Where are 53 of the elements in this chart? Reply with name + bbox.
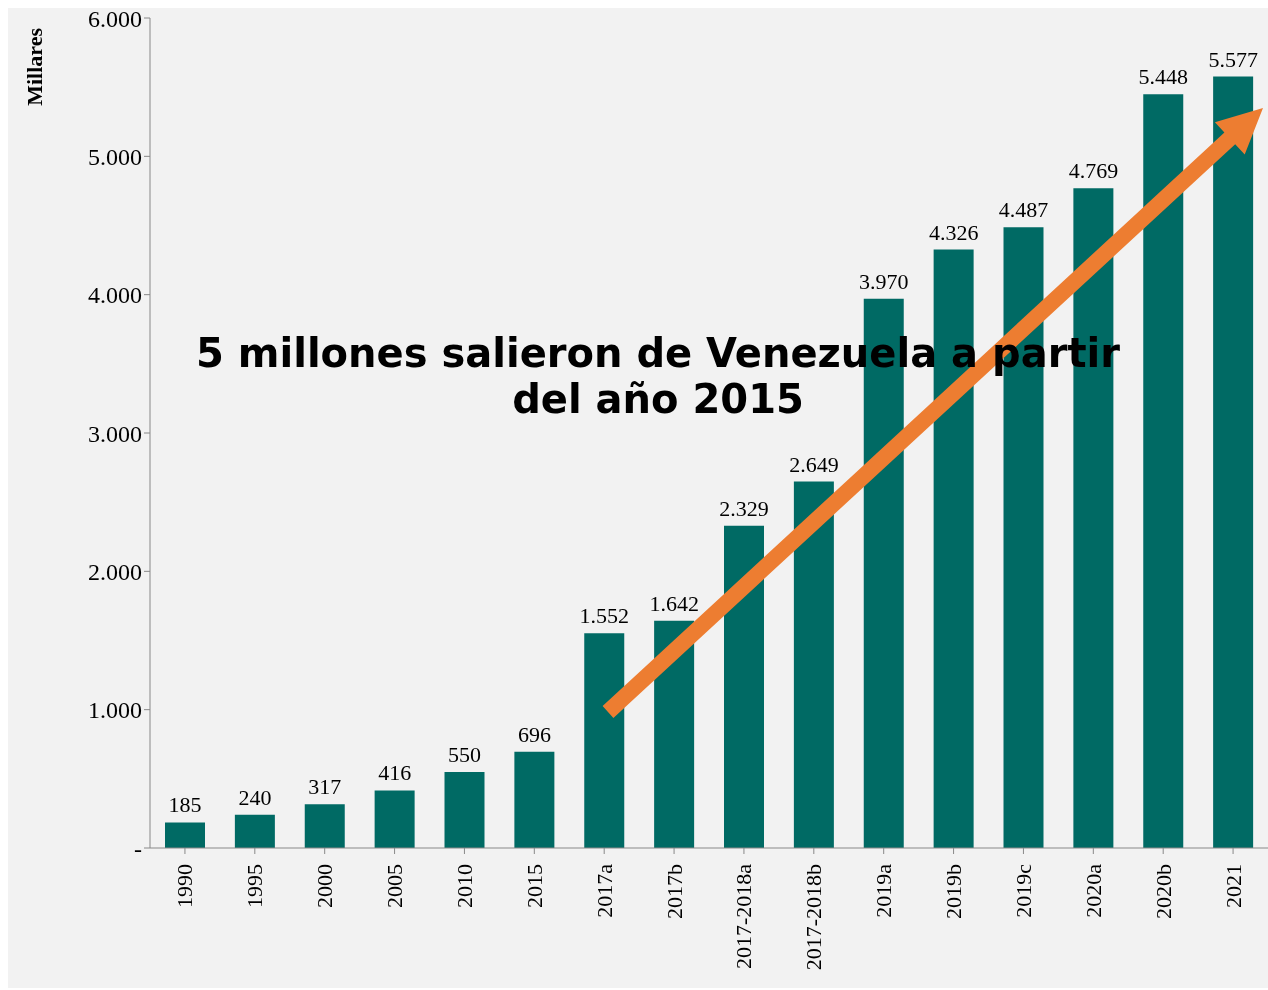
data-label: 3.970: [859, 268, 909, 294]
data-label: 2.329: [719, 495, 769, 521]
y-tick-label: 1.000: [88, 697, 142, 724]
bar: [374, 790, 415, 848]
y-tick-label: 3.000: [88, 420, 142, 447]
x-tick-label: 2000: [312, 864, 338, 908]
bar: [654, 620, 695, 848]
bar: [165, 822, 205, 848]
x-tick-label: 2005: [382, 864, 408, 908]
x-tick-label: 2019a: [871, 863, 897, 918]
data-label: 696: [517, 721, 551, 747]
bar: [1143, 94, 1184, 848]
data-label: 4.326: [928, 219, 979, 245]
data-label: 416: [378, 760, 412, 786]
bar: [933, 249, 974, 848]
bar: [304, 804, 345, 848]
x-tick-label: 2015: [521, 864, 547, 908]
data-label: 185: [168, 792, 202, 818]
data-label: 317: [308, 774, 342, 800]
x-tick-label: 1990: [172, 864, 198, 908]
bar: [444, 771, 485, 848]
x-tick-label: 2017-2018b: [801, 864, 827, 971]
x-tick-label: 1995: [242, 864, 268, 908]
x-tick-label: 2010: [451, 864, 477, 908]
data-label: 4.487: [998, 197, 1049, 223]
x-tick-label: 2017-2018a: [731, 863, 757, 970]
y-axis-title: Millares: [22, 28, 48, 106]
x-tick-label: 2020b: [1150, 864, 1176, 919]
y-tick-label: 5.000: [88, 143, 142, 170]
x-tick-label: 2017b: [661, 864, 687, 919]
bar: [234, 814, 275, 848]
bar: [1213, 76, 1254, 848]
x-tick-label: 2020a: [1080, 863, 1106, 918]
bar: [514, 751, 555, 848]
data-label: 2.649: [789, 451, 839, 477]
data-label: 5.577: [1208, 46, 1258, 72]
x-tick-label: 2019c: [1010, 863, 1036, 918]
data-label: 5.448: [1138, 64, 1188, 90]
data-label: 550: [448, 741, 481, 767]
x-tick-label: 2021: [1220, 864, 1246, 908]
y-tick-label: 4.000: [88, 282, 142, 309]
x-tick-label: 2019b: [941, 864, 967, 919]
data-label: 1.552: [579, 603, 629, 629]
bar: [724, 525, 764, 848]
data-label: 4.769: [1068, 158, 1119, 184]
data-label: 1.642: [649, 590, 699, 616]
y-tick-label: -: [134, 835, 142, 862]
bar: [584, 633, 625, 848]
data-label: 240: [238, 784, 272, 810]
y-tick-label: 6.000: [88, 5, 142, 32]
x-tick-label: 2017a: [591, 863, 617, 918]
bar: [793, 481, 834, 848]
y-tick-label: 2.000: [88, 558, 142, 585]
